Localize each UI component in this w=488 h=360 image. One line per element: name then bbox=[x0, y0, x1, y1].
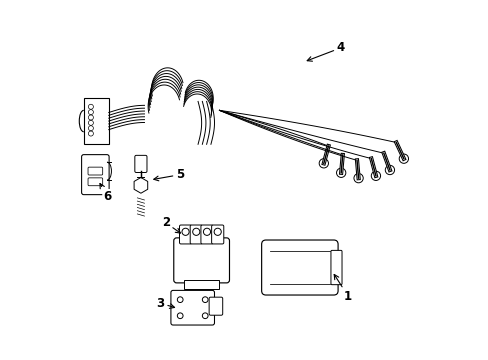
FancyBboxPatch shape bbox=[209, 297, 222, 315]
Text: 1: 1 bbox=[333, 274, 351, 303]
Text: 4: 4 bbox=[306, 41, 345, 61]
FancyBboxPatch shape bbox=[179, 225, 191, 244]
Text: 3: 3 bbox=[156, 297, 174, 310]
FancyBboxPatch shape bbox=[171, 291, 214, 325]
FancyBboxPatch shape bbox=[88, 167, 102, 175]
FancyBboxPatch shape bbox=[190, 225, 202, 244]
FancyBboxPatch shape bbox=[88, 178, 102, 186]
FancyBboxPatch shape bbox=[261, 240, 337, 295]
Text: 2: 2 bbox=[162, 216, 180, 233]
FancyBboxPatch shape bbox=[135, 156, 147, 172]
FancyBboxPatch shape bbox=[201, 225, 213, 244]
FancyBboxPatch shape bbox=[330, 250, 341, 285]
FancyBboxPatch shape bbox=[173, 238, 229, 283]
FancyBboxPatch shape bbox=[83, 98, 108, 144]
FancyBboxPatch shape bbox=[211, 225, 224, 244]
Bar bbox=[183, 280, 219, 289]
Text: 5: 5 bbox=[154, 168, 184, 181]
Text: 6: 6 bbox=[100, 184, 111, 203]
FancyBboxPatch shape bbox=[81, 155, 109, 195]
